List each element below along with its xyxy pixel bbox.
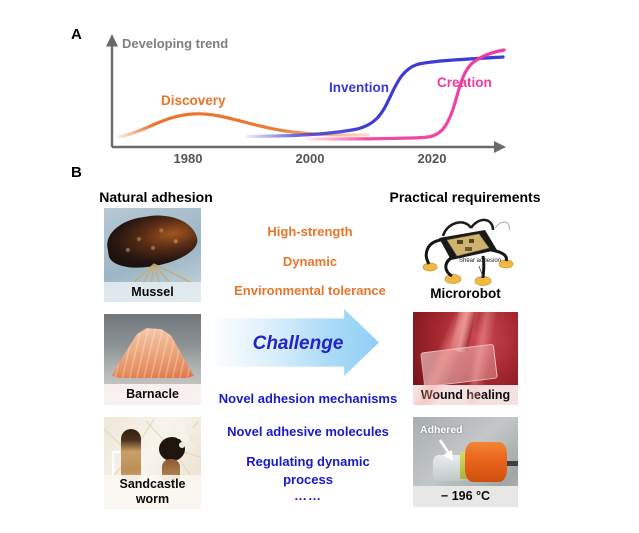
discovery-curve-label: Discovery	[161, 93, 226, 108]
creation-curve-label: Creation	[437, 75, 492, 90]
wound-healing-caption: Wound healing	[413, 385, 518, 405]
mussel-photo: Mussel	[104, 208, 201, 302]
discovery-curve	[116, 112, 370, 139]
tissue-instrument-art	[450, 312, 477, 354]
x-tick-1980: 1980	[173, 151, 203, 166]
holder-stick-art	[502, 461, 518, 466]
cryogenic-adhesion-photo: Adhered − 196 °C	[413, 417, 518, 507]
egg-cluster-art	[176, 423, 186, 433]
trend-axis-title: Developing trend	[122, 36, 229, 51]
sandcastle-worm-photo: Sandcastle worm	[104, 417, 201, 509]
panel-b-label: B	[71, 164, 82, 181]
approach-ellipsis: ……	[294, 488, 322, 503]
panel-a-label: A	[71, 26, 82, 43]
y-axis-arrowhead-icon	[106, 34, 118, 47]
approach-regulating-dynamic-process: Regulating dynamic process	[246, 454, 370, 487]
adhered-annotation: Adhered	[420, 424, 463, 436]
invention-curve	[246, 55, 505, 139]
trend-chart	[106, 34, 506, 153]
mussel-caption: Mussel	[104, 282, 201, 302]
barnacle-photo: Barnacle	[104, 314, 201, 405]
challenge-label: Challenge	[252, 333, 344, 354]
requirement-high-strength: High-strength	[267, 224, 353, 239]
shear-adhesion-annotation: Shear adhesion	[459, 258, 502, 264]
microrobot-caption: Microrobot	[430, 286, 501, 301]
challenge-arrow	[213, 309, 379, 376]
barnacle-caption: Barnacle	[104, 384, 201, 405]
wound-healing-photo: Wound healing	[413, 312, 518, 405]
requirement-environmental-tolerance: Environmental tolerance	[234, 283, 386, 298]
x-tick-2000: 2000	[295, 151, 325, 166]
natural-adhesion-heading: Natural adhesion	[99, 189, 213, 205]
x-axis-arrowhead-icon	[494, 141, 506, 153]
adhesive-band-art	[460, 452, 468, 479]
microrobot-art	[422, 218, 514, 286]
worm-right-head-art	[159, 437, 185, 461]
adhered-arrow-icon	[438, 439, 453, 461]
x-tick-2020: 2020	[417, 151, 447, 166]
creation-curve	[306, 48, 506, 141]
approach-novel-adhesion-mechanisms: Novel adhesion mechanisms	[218, 391, 398, 406]
microrobot-photo: Shear adhesion Microrobot	[413, 206, 518, 302]
invention-curve-label: Invention	[329, 80, 389, 95]
adhesive-patch-art	[420, 343, 498, 388]
cryogenic-caption: − 196 °C	[413, 486, 518, 507]
practical-requirements-heading: Practical requirements	[389, 189, 541, 205]
orange-cylinder-art	[465, 442, 507, 482]
requirement-dynamic: Dynamic	[282, 254, 338, 269]
barnacle-shell-art	[112, 328, 194, 378]
worm-left-art	[121, 429, 141, 483]
approach-novel-adhesive-molecules: Novel adhesive molecules	[227, 424, 389, 439]
sandcastle-worm-caption: Sandcastle worm	[104, 475, 201, 509]
